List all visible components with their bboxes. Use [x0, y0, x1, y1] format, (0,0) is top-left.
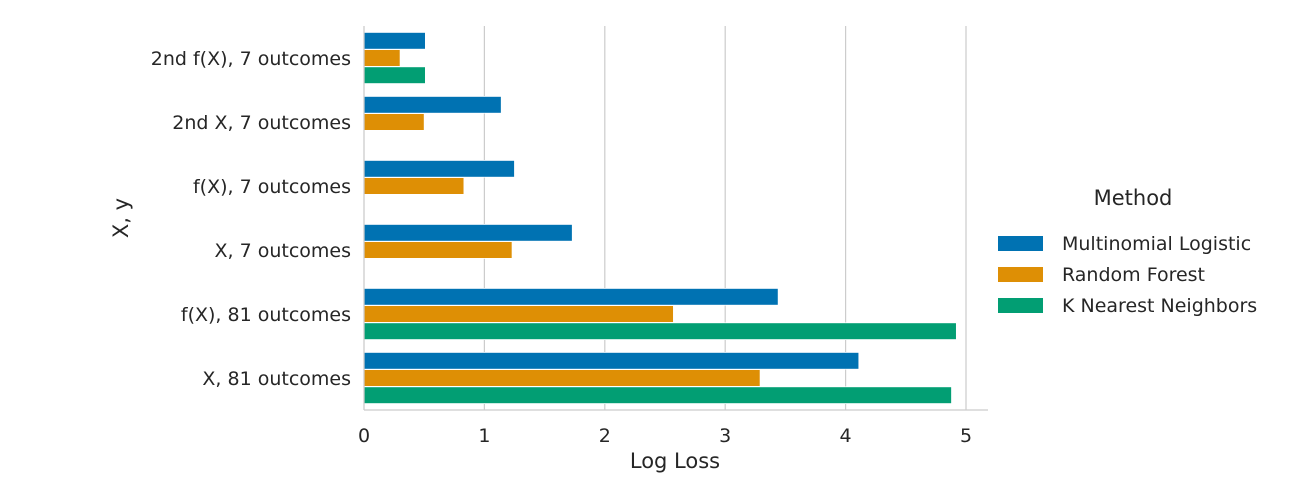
y-tick-label-2: f(X), 7 outcomes [193, 176, 351, 198]
bars [363, 32, 957, 404]
bar-multinomial-logistic-0 [363, 32, 426, 50]
legend-label: Multinomial Logistic [1062, 232, 1252, 255]
legend-swatch [998, 236, 1043, 251]
legend-swatch [998, 267, 1043, 282]
x-tick-label-0: 0 [358, 425, 370, 447]
legend-item-random-forest: Random Forest [998, 259, 1288, 290]
bar-multinomial-logistic-1 [363, 96, 502, 114]
legend-swatch [998, 298, 1043, 313]
x-tick-labels: 0 1 2 3 4 5 [358, 425, 972, 447]
legend-label: K Nearest Neighbors [1062, 294, 1258, 317]
x-tick-label-5: 5 [960, 425, 972, 447]
y-tick-labels: 2nd f(X), 7 outcomes 2nd X, 7 outcomes f(X… [151, 48, 351, 390]
bar-k-nearest-neighbors-5 [363, 386, 952, 404]
y-tick-label-3: X, 7 outcomes [214, 240, 351, 262]
legend-label: Random Forest [1062, 263, 1206, 286]
axes [363, 26, 988, 411]
x-axis-label: Log Loss [630, 449, 720, 473]
bar-multinomial-logistic-3 [363, 223, 573, 242]
bar-random-forest-5 [363, 369, 761, 387]
y-tick-label-5: X, 81 outcomes [202, 368, 351, 390]
x-tick-label-2: 2 [599, 425, 611, 447]
bar-random-forest-3 [363, 241, 513, 259]
bar-random-forest-2 [363, 177, 465, 195]
y-axis-label: X, y [109, 198, 133, 238]
bar-random-forest-0 [363, 49, 401, 67]
legend-items: Multinomial Logistic Random Forest K Neare… [998, 228, 1288, 321]
legend-item-k-nearest-neighbors: K Nearest Neighbors [998, 290, 1288, 321]
y-tick-label-1: 2nd X, 7 outcomes [172, 112, 351, 134]
legend-item-multinomial-logistic: Multinomial Logistic [998, 228, 1288, 259]
bar-multinomial-logistic-5 [363, 351, 860, 370]
x-gridlines [483, 26, 967, 410]
bar-multinomial-logistic-2 [363, 159, 515, 178]
legend-title: Method [1093, 186, 1173, 210]
bar-k-nearest-neighbors-4 [363, 322, 957, 340]
bar-random-forest-4 [363, 305, 674, 323]
bar-multinomial-logistic-4 [363, 287, 779, 306]
x-tick-label-4: 4 [840, 425, 852, 447]
y-tick-label-4: f(X), 81 outcomes [181, 304, 351, 326]
y-tick-label-0: 2nd f(X), 7 outcomes [151, 48, 351, 70]
bar-random-forest-1 [363, 113, 425, 131]
x-tick-label-1: 1 [478, 425, 490, 447]
x-tick-label-3: 3 [719, 425, 731, 447]
bar-k-nearest-neighbors-0 [363, 66, 426, 85]
legend: Method Multinomial Logistic Random Forest… [998, 186, 1288, 321]
